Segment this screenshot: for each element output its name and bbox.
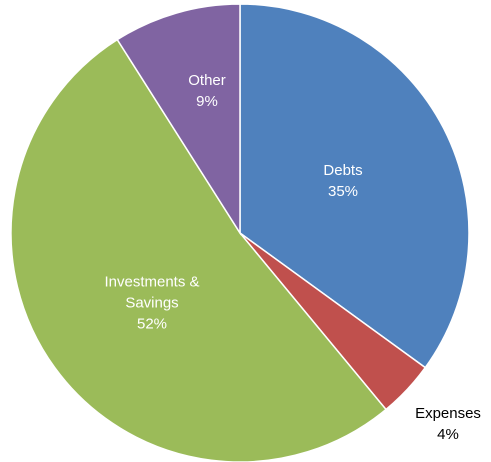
- slice-label: Investments & Savings 52%: [97, 272, 207, 335]
- pie-slice: [10, 38, 388, 462]
- pie-slice: [116, 3, 241, 236]
- category-name: Other: [188, 72, 226, 89]
- category-name: Investments & Savings: [104, 273, 200, 312]
- pie-slice: [239, 3, 470, 369]
- value-label: 52%: [136, 315, 168, 333]
- category-name: Debts: [323, 162, 363, 179]
- slice-label: Expenses 4%: [398, 403, 491, 445]
- slice-label: Other 9%: [157, 70, 257, 112]
- category-name: Expenses: [415, 405, 481, 422]
- value-label: 4%: [437, 426, 459, 443]
- value-label: 9%: [196, 93, 218, 110]
- slice-label: Debts 35%: [293, 160, 393, 202]
- value-label: 35%: [327, 183, 359, 200]
